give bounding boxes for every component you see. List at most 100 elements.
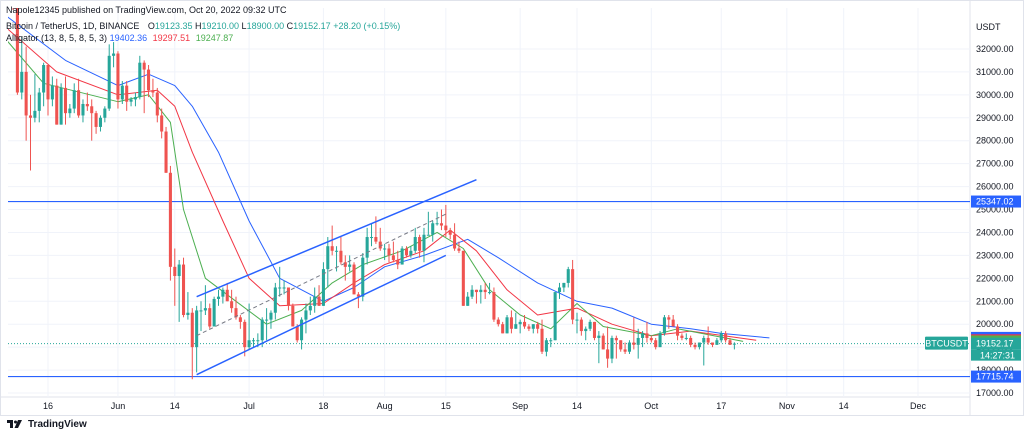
symbol-tag-bg bbox=[925, 336, 968, 350]
candle bbox=[112, 42, 116, 68]
candle bbox=[138, 55, 142, 100]
candle bbox=[356, 292, 360, 309]
candle bbox=[706, 326, 710, 345]
candle-body bbox=[265, 319, 269, 321]
candle-body bbox=[483, 289, 487, 293]
candle-body bbox=[391, 255, 395, 260]
candle bbox=[431, 220, 435, 242]
candle bbox=[641, 331, 645, 348]
candle bbox=[719, 331, 723, 343]
indicator-legend[interactable]: Alligator (13, 8, 5, 8, 5, 3) 19402.36 1… bbox=[6, 33, 233, 43]
candle bbox=[470, 285, 474, 299]
candle bbox=[282, 280, 286, 295]
candle bbox=[549, 337, 553, 348]
candle-body bbox=[212, 298, 216, 327]
candle bbox=[177, 259, 181, 322]
ohlc-high-label: H bbox=[194, 21, 202, 31]
candle-body bbox=[527, 326, 531, 329]
footer-brand[interactable]: TradingView bbox=[28, 418, 87, 430]
candle-body bbox=[304, 310, 308, 320]
candle bbox=[728, 337, 732, 345]
candle bbox=[693, 342, 697, 350]
candle-body bbox=[28, 115, 33, 118]
candle-body bbox=[199, 310, 203, 312]
candle bbox=[697, 342, 701, 350]
symbol-title[interactable]: Bitcoin / TetherUS, 1D, BINANCE bbox=[6, 21, 140, 31]
ohlc-change: +28.20 (+0.15%) bbox=[333, 21, 401, 31]
candle bbox=[46, 64, 50, 116]
candle bbox=[531, 324, 535, 334]
candle bbox=[710, 342, 715, 348]
price-tag-bg bbox=[971, 337, 1021, 350]
candle bbox=[514, 312, 518, 329]
candle-body bbox=[164, 131, 168, 173]
candle bbox=[645, 321, 649, 343]
candle bbox=[273, 282, 277, 320]
x-tick-label: 16 bbox=[43, 401, 53, 411]
candle-body bbox=[326, 246, 330, 270]
price-tag: 19152.17 14:27:31 BTCUSDT bbox=[925, 336, 1021, 361]
y-tick-label: 29000.00 bbox=[976, 113, 1014, 123]
candle-body bbox=[649, 337, 653, 341]
candle bbox=[383, 243, 387, 260]
chart-frame bbox=[0, 0, 1024, 416]
candle-body bbox=[112, 53, 116, 56]
candle bbox=[33, 74, 37, 123]
candle bbox=[365, 227, 369, 265]
candle bbox=[369, 223, 374, 247]
x-tick-label: 18 bbox=[318, 401, 328, 411]
candle-body bbox=[147, 69, 151, 91]
candle-body bbox=[641, 333, 645, 338]
candle-body bbox=[697, 342, 701, 348]
candle-body bbox=[94, 113, 98, 127]
candle bbox=[466, 292, 470, 306]
candle bbox=[544, 337, 548, 357]
candle-body bbox=[142, 62, 146, 70]
alligator-teeth-line bbox=[8, 28, 757, 341]
candle-body bbox=[444, 225, 448, 231]
y-tick-label: 32000.00 bbox=[976, 44, 1014, 54]
candle bbox=[317, 285, 321, 306]
candle bbox=[509, 310, 513, 334]
candle bbox=[15, 8, 19, 95]
candle bbox=[77, 78, 81, 118]
candle-body bbox=[98, 117, 102, 127]
candle-body bbox=[308, 305, 312, 311]
x-tick-label: 14 bbox=[839, 401, 849, 411]
candle bbox=[614, 335, 618, 359]
candle-body bbox=[453, 234, 457, 249]
candle-body bbox=[431, 223, 435, 235]
candle bbox=[579, 317, 583, 336]
price-tag: 17715.74 bbox=[971, 370, 1021, 383]
candle bbox=[216, 289, 221, 306]
candle bbox=[426, 211, 430, 236]
candle bbox=[291, 303, 295, 327]
candle bbox=[610, 335, 614, 364]
candle bbox=[623, 342, 627, 355]
candle-body bbox=[619, 340, 623, 350]
candle bbox=[588, 319, 592, 332]
candle bbox=[238, 315, 242, 329]
candle bbox=[116, 51, 120, 109]
candle bbox=[684, 333, 688, 341]
candle-body bbox=[378, 241, 382, 249]
ohlc-close: 19152.17 bbox=[293, 21, 331, 31]
candle bbox=[81, 99, 85, 123]
candle-body bbox=[59, 87, 63, 125]
candle bbox=[536, 321, 540, 334]
candle bbox=[234, 296, 238, 320]
ohlc-open-label: O bbox=[147, 21, 155, 31]
candle-body bbox=[719, 333, 723, 341]
candle-body bbox=[173, 266, 177, 277]
candle-body bbox=[383, 248, 387, 250]
candle-body bbox=[247, 340, 251, 348]
candle bbox=[243, 319, 247, 357]
candle-body bbox=[286, 287, 290, 306]
x-tick-label: Oct bbox=[644, 401, 659, 411]
candle-body bbox=[15, 8, 19, 93]
x-tick-label: 15 bbox=[441, 401, 451, 411]
candle bbox=[208, 303, 212, 329]
candle bbox=[173, 248, 177, 306]
candle-body bbox=[72, 90, 76, 109]
